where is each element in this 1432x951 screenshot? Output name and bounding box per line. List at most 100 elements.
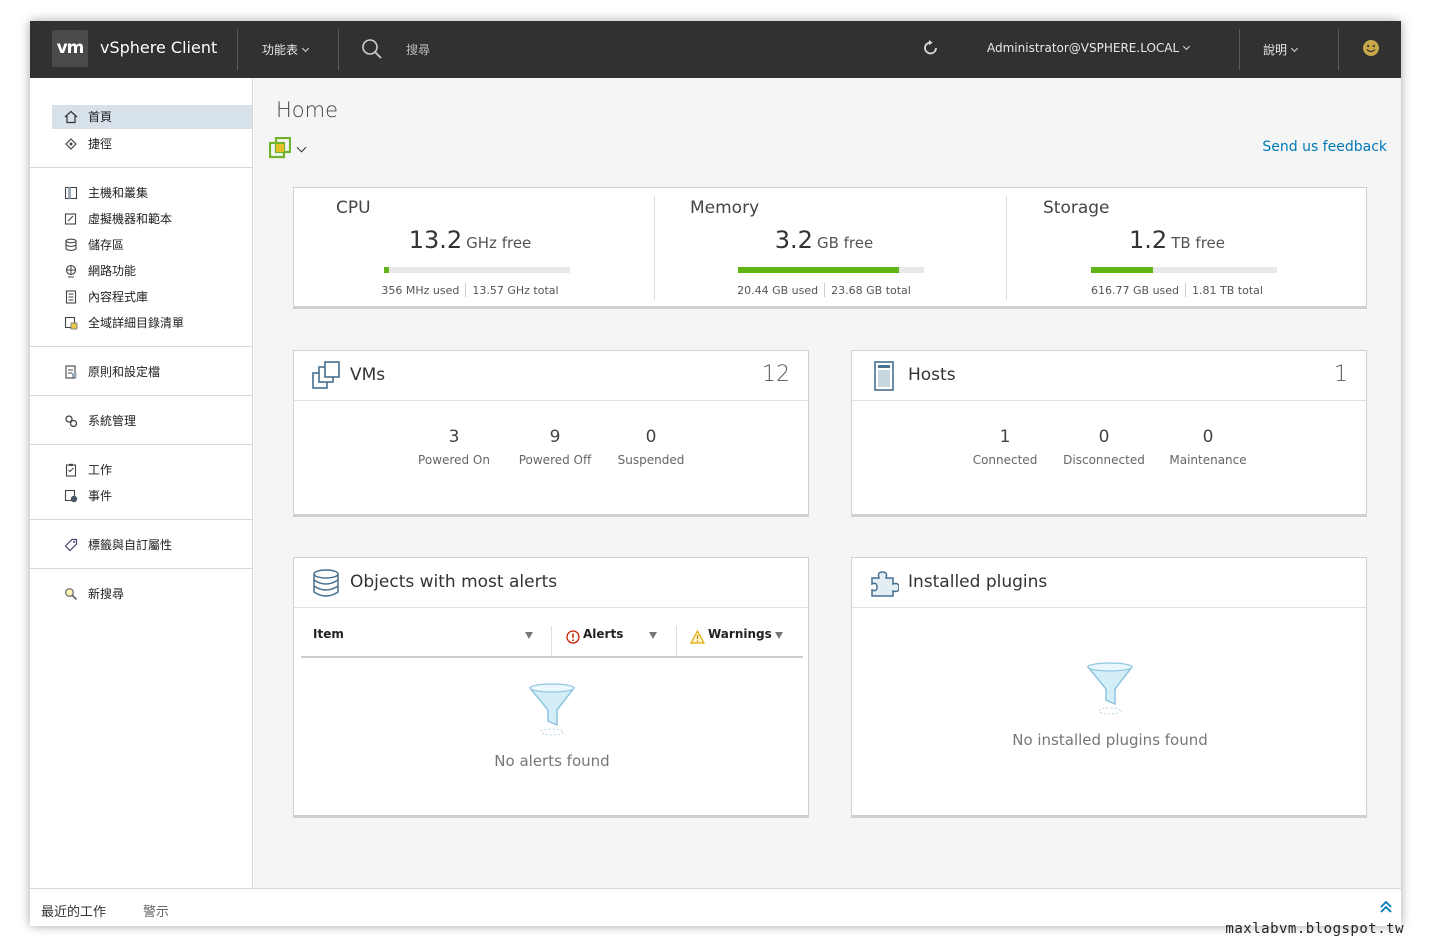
- sidebar-item-label: 主機和叢集: [88, 186, 149, 200]
- watermark-text: maxlabvm.blogspot.tw: [1225, 921, 1404, 937]
- resource-free-unit: GHz free: [466, 234, 532, 252]
- shortcuts-icon: [65, 138, 77, 150]
- card-title: Objects with most alerts: [350, 572, 558, 592]
- host-stat-connected: 1 Connected: [955, 427, 1055, 467]
- sidebar-item-tasks[interactable]: 工作: [52, 458, 252, 482]
- new-search-icon: [65, 588, 78, 601]
- sidebar-divider: [30, 568, 253, 569]
- vms-icon: [312, 361, 340, 389]
- sidebar-item-tags[interactable]: 標籤與自訂屬性: [52, 533, 252, 557]
- card-title: Hosts: [908, 365, 956, 385]
- stat-value: 3: [448, 427, 460, 447]
- sidebar-item-label: 內容程式庫: [88, 290, 149, 304]
- stat-value: 0: [1098, 427, 1110, 447]
- sidebar-item-label: 新搜尋: [88, 587, 125, 601]
- resource-free: 1.2 TB free: [1001, 226, 1353, 254]
- column-divider: [551, 626, 552, 656]
- alerts-grid-header: Item Alerts Warnings: [301, 618, 803, 658]
- resource-total: 13.57 GHz total: [472, 284, 559, 297]
- app-window: vm vSphere Client 功能表 搜尋 Administrator@V…: [30, 21, 1401, 926]
- vm-stat-suspended: 0 Suspended: [601, 427, 701, 467]
- resource-divider: [1006, 196, 1007, 300]
- sidebar-item-hosts-clusters[interactable]: 主機和叢集: [52, 181, 252, 205]
- card-header: Hosts 1: [852, 351, 1366, 401]
- header-divider: [1239, 29, 1240, 70]
- filter-icon[interactable]: [525, 632, 533, 639]
- resource-used: 356 MHz used: [381, 284, 460, 297]
- plugins-card: Installed plugins No installed plugins f…: [851, 557, 1367, 818]
- resource-total: 23.68 GB total: [831, 284, 911, 297]
- resource-stats: 616.77 GB used 1.81 TB total: [1001, 283, 1353, 297]
- resources-card: CPU 13.2 GHz free 356 MHz used 13.57 GHz t…: [293, 187, 1367, 309]
- feedback-smiley-icon[interactable]: [1362, 39, 1380, 57]
- chevron-down-icon[interactable]: [296, 142, 307, 153]
- sidebar-item-home[interactable]: 首頁: [52, 105, 252, 129]
- resource-free-value: 13.2: [408, 226, 463, 254]
- sidebar-item-label: 工作: [88, 463, 113, 477]
- sidebar-item-vm-templates[interactable]: 虛擬機器和範本: [52, 207, 252, 231]
- storage-icon: [65, 238, 77, 252]
- sidebar-item-global-inventory[interactable]: 全域詳細目錄清單: [52, 311, 252, 335]
- tasks-icon: [65, 463, 77, 477]
- tab-recent-tasks[interactable]: 最近的工作: [41, 905, 107, 920]
- column-header-alerts[interactable]: Alerts: [583, 627, 624, 641]
- sidebar-item-label: 事件: [88, 489, 113, 503]
- events-icon: [64, 489, 78, 503]
- filter-icon[interactable]: [649, 632, 657, 639]
- sidebar-item-policies[interactable]: 原則和設定檔: [52, 360, 252, 384]
- search-icon[interactable]: [361, 38, 383, 60]
- vm-count: 12: [762, 362, 790, 387]
- sidebar-item-content-library[interactable]: 內容程式庫: [52, 285, 252, 309]
- vm-stat-powered-on: 3 Powered On: [404, 427, 504, 467]
- card-header: Objects with most alerts: [294, 558, 808, 608]
- stats-divider: [465, 283, 467, 297]
- global-inventory-icon: [64, 316, 78, 330]
- resource-free: 13.2 GHz free: [294, 226, 646, 254]
- card-title: VMs: [350, 365, 386, 385]
- resource-free-value: 3.2: [774, 226, 813, 254]
- user-menu[interactable]: Administrator@VSPHERE.LOCAL: [987, 41, 1191, 55]
- help-menu[interactable]: 說明: [1263, 41, 1299, 58]
- app-title[interactable]: vSphere Client: [100, 38, 218, 57]
- search-input[interactable]: 搜尋: [406, 43, 431, 57]
- vcenter-object-icon[interactable]: [269, 137, 291, 159]
- stat-label: Connected: [972, 453, 1038, 467]
- stat-label: Disconnected: [1063, 453, 1145, 467]
- empty-state-text: No installed plugins found: [1012, 731, 1208, 749]
- database-icon: [313, 569, 339, 597]
- sidebar-item-storage[interactable]: 儲存區: [52, 233, 252, 257]
- hosts-card[interactable]: Hosts 1 1 Connected 0 Disconnected 0 Mainte…: [851, 350, 1367, 517]
- sidebar-item-label: 網路功能: [88, 264, 137, 278]
- header-divider: [237, 29, 238, 70]
- sidebar-item-network[interactable]: 網路功能: [52, 259, 252, 283]
- sidebar-divider: [30, 444, 253, 445]
- resource-usage-fill: [384, 267, 389, 273]
- vms-card[interactable]: VMs 12 3 Powered On 9 Powered Off 0 Suspend…: [293, 350, 809, 517]
- refresh-icon[interactable]: [921, 38, 941, 58]
- filter-icon[interactable]: [775, 632, 783, 639]
- resource-stats: 356 MHz used 13.57 GHz total: [294, 283, 646, 297]
- resource-used: 20.44 GB used: [737, 284, 819, 297]
- tab-alarms[interactable]: 警示: [143, 905, 170, 920]
- bottom-panel-bar: 最近的工作 警示: [30, 888, 1401, 926]
- sidebar-item-events[interactable]: 事件: [52, 484, 252, 508]
- resource-stats: 20.44 GB used 23.68 GB total: [648, 283, 1000, 297]
- user-label: Administrator@VSPHERE.LOCAL: [987, 41, 1180, 55]
- sidebar-divider: [30, 395, 253, 396]
- sidebar-item-new-search[interactable]: 新搜尋: [52, 582, 252, 606]
- resource-name: CPU: [336, 198, 371, 218]
- send-feedback-link[interactable]: Send us feedback: [1262, 139, 1387, 155]
- column-header-warnings[interactable]: Warnings: [708, 627, 772, 641]
- empty-state-text: No alerts found: [494, 752, 610, 770]
- sidebar-item-shortcuts[interactable]: 捷徑: [52, 132, 252, 156]
- host-count: 1: [1334, 362, 1348, 387]
- resource-usage-bar: [1091, 267, 1277, 273]
- chevron-down-icon: [1290, 44, 1299, 53]
- chevron-double-up-icon[interactable]: [1379, 899, 1393, 915]
- menu-dropdown[interactable]: 功能表: [262, 41, 310, 58]
- card-title: Installed plugins: [908, 572, 1048, 592]
- hosts-clusters-icon: [64, 186, 78, 200]
- column-header-item[interactable]: Item: [313, 627, 344, 641]
- sidebar-item-label: 首頁: [88, 110, 113, 124]
- sidebar-item-administration[interactable]: 系統管理: [52, 409, 252, 433]
